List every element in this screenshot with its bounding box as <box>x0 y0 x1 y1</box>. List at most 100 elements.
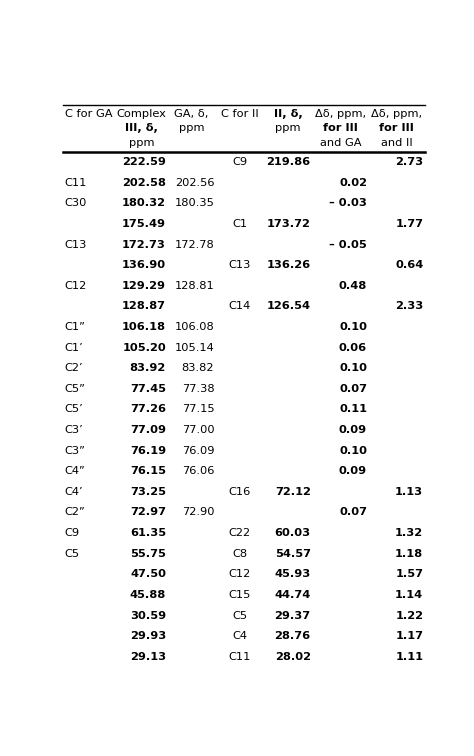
Text: 1.32: 1.32 <box>395 528 423 538</box>
Text: 0.02: 0.02 <box>339 178 367 187</box>
Text: 0.09: 0.09 <box>339 425 367 435</box>
Text: C13: C13 <box>228 260 251 270</box>
Text: for III: for III <box>323 123 358 133</box>
Text: 45.88: 45.88 <box>130 590 166 600</box>
Text: 1.13: 1.13 <box>395 487 423 497</box>
Text: 106.18: 106.18 <box>122 322 166 332</box>
Text: 0.11: 0.11 <box>339 404 367 414</box>
Text: Complex: Complex <box>117 109 166 119</box>
Text: 55.75: 55.75 <box>130 549 166 559</box>
Text: III, δ,: III, δ, <box>125 123 158 133</box>
Text: C4’: C4’ <box>64 487 83 497</box>
Text: 222.59: 222.59 <box>122 157 166 167</box>
Text: C2’: C2’ <box>64 363 83 373</box>
Text: 76.09: 76.09 <box>182 445 214 456</box>
Text: C for II: C for II <box>221 109 259 119</box>
Text: for III: for III <box>379 123 414 133</box>
Text: 45.93: 45.93 <box>274 569 311 579</box>
Text: C12: C12 <box>64 280 87 291</box>
Text: 76.19: 76.19 <box>130 445 166 456</box>
Text: 180.32: 180.32 <box>122 198 166 209</box>
Text: C12: C12 <box>228 569 251 579</box>
Text: C1”: C1” <box>64 322 85 332</box>
Text: 0.48: 0.48 <box>339 280 367 291</box>
Text: 0.64: 0.64 <box>395 260 423 270</box>
Text: Δδ, ppm,: Δδ, ppm, <box>371 109 422 119</box>
Text: ppm: ppm <box>128 138 154 148</box>
Text: and GA: and GA <box>319 138 361 148</box>
Text: 54.57: 54.57 <box>275 549 311 559</box>
Text: 28.02: 28.02 <box>275 652 311 662</box>
Text: 105.20: 105.20 <box>122 342 166 352</box>
Text: C9: C9 <box>64 528 80 538</box>
Text: 0.10: 0.10 <box>339 322 367 332</box>
Text: 136.90: 136.90 <box>122 260 166 270</box>
Text: 77.15: 77.15 <box>182 404 214 414</box>
Text: 77.09: 77.09 <box>130 425 166 435</box>
Text: C for GA: C for GA <box>65 109 113 119</box>
Text: 29.13: 29.13 <box>130 652 166 662</box>
Text: 0.07: 0.07 <box>339 507 367 517</box>
Text: 129.29: 129.29 <box>122 280 166 291</box>
Text: 0.10: 0.10 <box>339 445 367 456</box>
Text: 180.35: 180.35 <box>174 198 214 209</box>
Text: 77.38: 77.38 <box>182 384 214 394</box>
Text: 1.77: 1.77 <box>395 219 423 229</box>
Text: 202.58: 202.58 <box>122 178 166 187</box>
Text: and II: and II <box>381 138 412 148</box>
Text: 2.73: 2.73 <box>395 157 423 167</box>
Text: C16: C16 <box>228 487 251 497</box>
Text: GA, δ,: GA, δ, <box>174 109 209 119</box>
Text: C3’: C3’ <box>64 425 83 435</box>
Text: 47.50: 47.50 <box>130 569 166 579</box>
Text: 202.56: 202.56 <box>175 178 214 187</box>
Text: C14: C14 <box>228 302 251 311</box>
Text: C4: C4 <box>232 631 247 641</box>
Text: C1’: C1’ <box>64 342 83 352</box>
Text: 0.07: 0.07 <box>339 384 367 394</box>
Text: 72.97: 72.97 <box>130 507 166 517</box>
Text: 1.18: 1.18 <box>395 549 423 559</box>
Text: 72.90: 72.90 <box>182 507 214 517</box>
Text: C5’: C5’ <box>64 404 83 414</box>
Text: C8: C8 <box>232 549 247 559</box>
Text: 105.14: 105.14 <box>174 342 214 352</box>
Text: 106.08: 106.08 <box>174 322 214 332</box>
Text: C11: C11 <box>228 652 251 662</box>
Text: C5: C5 <box>64 549 80 559</box>
Text: 172.78: 172.78 <box>174 240 214 249</box>
Text: C1: C1 <box>232 219 247 229</box>
Text: 29.93: 29.93 <box>130 631 166 641</box>
Text: – 0.05: – 0.05 <box>329 240 367 249</box>
Text: 30.59: 30.59 <box>130 611 166 621</box>
Text: 77.26: 77.26 <box>130 404 166 414</box>
Text: 60.03: 60.03 <box>274 528 311 538</box>
Text: 0.06: 0.06 <box>339 342 367 352</box>
Text: C22: C22 <box>229 528 251 538</box>
Text: 0.09: 0.09 <box>339 466 367 476</box>
Text: 2.33: 2.33 <box>395 302 423 311</box>
Text: 175.49: 175.49 <box>122 219 166 229</box>
Text: 76.06: 76.06 <box>182 466 214 476</box>
Text: 28.76: 28.76 <box>274 631 311 641</box>
Text: – 0.03: – 0.03 <box>329 198 367 209</box>
Text: ppm: ppm <box>275 123 301 133</box>
Text: 0.10: 0.10 <box>339 363 367 373</box>
Text: 1.11: 1.11 <box>395 652 423 662</box>
Text: 128.87: 128.87 <box>122 302 166 311</box>
Text: C11: C11 <box>64 178 87 187</box>
Text: 126.54: 126.54 <box>267 302 311 311</box>
Text: C2”: C2” <box>64 507 85 517</box>
Text: II, δ,: II, δ, <box>273 109 302 119</box>
Text: C15: C15 <box>228 590 251 600</box>
Text: 128.81: 128.81 <box>174 280 214 291</box>
Text: 73.25: 73.25 <box>130 487 166 497</box>
Text: Δδ, ppm,: Δδ, ppm, <box>315 109 366 119</box>
Text: 83.82: 83.82 <box>182 363 214 373</box>
Text: 44.74: 44.74 <box>274 590 311 600</box>
Text: 1.17: 1.17 <box>395 631 423 641</box>
Text: 77.45: 77.45 <box>130 384 166 394</box>
Text: C5: C5 <box>232 611 247 621</box>
Text: 72.12: 72.12 <box>275 487 311 497</box>
Text: 29.37: 29.37 <box>274 611 311 621</box>
